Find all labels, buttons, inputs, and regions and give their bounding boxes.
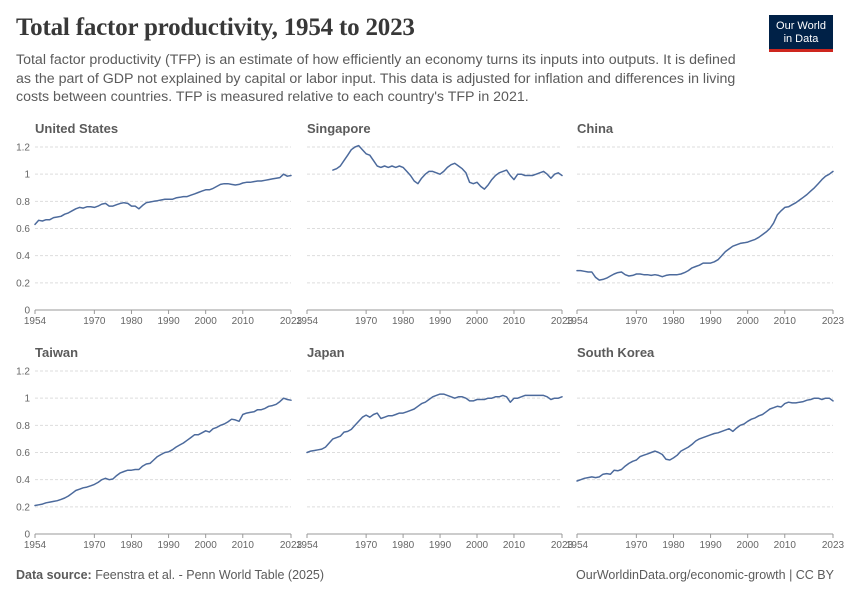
x-tick-label-united-states: 1954: [24, 316, 47, 327]
x-tick-label-taiwan: 1954: [24, 540, 47, 551]
y-tick-label-taiwan: 0.2: [16, 502, 30, 513]
x-tick-label-united-states: 2000: [195, 316, 218, 327]
x-tick-label-united-states: 1990: [157, 316, 180, 327]
x-tick-label-china: 2023: [822, 316, 845, 327]
series-line-china: [576, 170, 834, 281]
x-tick-label-south-korea: 2023: [822, 540, 845, 551]
x-tick-label-south-korea: 1970: [625, 540, 648, 551]
x-tick-label-singapore: 2010: [503, 316, 526, 327]
x-tick-label-singapore: 1970: [355, 316, 378, 327]
y-tick-label-taiwan: 1: [24, 394, 30, 405]
x-tick-label-taiwan: 1980: [120, 540, 143, 551]
x-tick-label-singapore: 1990: [429, 316, 452, 327]
x-tick-label-taiwan: 1970: [83, 540, 106, 551]
x-tick-label-china: 1954: [566, 316, 589, 327]
x-tick-label-china: 2010: [774, 316, 797, 327]
x-tick-label-south-korea: 1954: [566, 540, 589, 551]
y-tick-label-taiwan: 0.4: [16, 475, 30, 486]
logo-line-2: in Data: [783, 32, 819, 45]
y-tick-label-united-states: 0.8: [16, 197, 30, 208]
footer-link[interactable]: OurWorldinData.org/economic-growth | CC …: [576, 568, 834, 582]
x-tick-label-japan: 2000: [466, 540, 489, 551]
x-tick-label-taiwan: 1990: [157, 540, 180, 551]
y-tick-label-taiwan: 1.2: [16, 367, 30, 378]
panel-title-china: China: [577, 121, 614, 136]
y-tick-label-taiwan: 0.8: [16, 421, 30, 432]
x-tick-label-united-states: 1970: [83, 316, 106, 327]
x-tick-label-united-states: 2023: [280, 316, 303, 327]
x-tick-label-japan: 1954: [296, 540, 319, 551]
x-tick-label-south-korea: 2000: [737, 540, 760, 551]
x-tick-label-japan: 2010: [503, 540, 526, 551]
x-tick-label-south-korea: 1980: [662, 540, 685, 551]
x-tick-label-japan: 1970: [355, 540, 378, 551]
x-tick-label-china: 1990: [699, 316, 722, 327]
x-tick-label-south-korea: 2010: [774, 540, 797, 551]
x-tick-label-japan: 1980: [392, 540, 415, 551]
x-tick-label-china: 1970: [625, 316, 648, 327]
panel-title-united-states: United States: [35, 121, 118, 136]
data-source-link[interactable]: Feenstra et al. - Penn World Table (2025…: [95, 568, 325, 582]
logo-line-1: Our World: [776, 20, 826, 32]
panel-title-singapore: Singapore: [307, 121, 371, 136]
panel-title-taiwan: Taiwan: [35, 345, 78, 360]
owid-logo[interactable]: Our World in Data: [769, 15, 833, 52]
x-tick-label-taiwan: 2000: [195, 540, 218, 551]
x-tick-label-china: 2000: [737, 316, 760, 327]
x-tick-label-japan: 2023: [551, 540, 574, 551]
y-tick-label-united-states: 0: [24, 306, 30, 317]
x-tick-label-united-states: 1980: [120, 316, 143, 327]
panel-title-japan: Japan: [307, 345, 345, 360]
series-line-singapore: [332, 144, 563, 190]
x-tick-label-singapore: 1954: [296, 316, 319, 327]
x-tick-label-united-states: 2010: [232, 316, 255, 327]
y-tick-label-taiwan: 0: [24, 530, 30, 541]
page-title: Total factor productivity, 1954 to 2023: [16, 14, 415, 41]
series-line-japan: [306, 393, 563, 454]
x-tick-label-taiwan: 2010: [232, 540, 255, 551]
y-tick-label-united-states: 0.2: [16, 278, 30, 289]
y-tick-label-united-states: 1.2: [16, 143, 30, 154]
data-source: Data source: Feenstra et al. - Penn Worl…: [16, 568, 324, 582]
series-line-south-korea: [576, 397, 834, 482]
y-tick-label-taiwan: 0.6: [16, 448, 30, 459]
data-source-label: Data source:: [16, 568, 92, 582]
y-tick-label-united-states: 0.6: [16, 224, 30, 235]
y-tick-label-united-states: 0.4: [16, 251, 30, 262]
x-tick-label-taiwan: 2023: [280, 540, 303, 551]
x-tick-label-japan: 1990: [429, 540, 452, 551]
x-tick-label-singapore: 1980: [392, 316, 415, 327]
panel-title-south-korea: South Korea: [577, 345, 655, 360]
x-tick-label-singapore: 2023: [551, 316, 574, 327]
x-tick-label-china: 1980: [662, 316, 685, 327]
series-line-united-states: [34, 173, 292, 226]
x-tick-label-singapore: 2000: [466, 316, 489, 327]
chart-subtitle: Total factor productivity (TFP) is an es…: [16, 52, 736, 105]
series-line-taiwan: [34, 397, 292, 507]
y-tick-label-united-states: 1: [24, 170, 30, 181]
x-tick-label-south-korea: 1990: [699, 540, 722, 551]
